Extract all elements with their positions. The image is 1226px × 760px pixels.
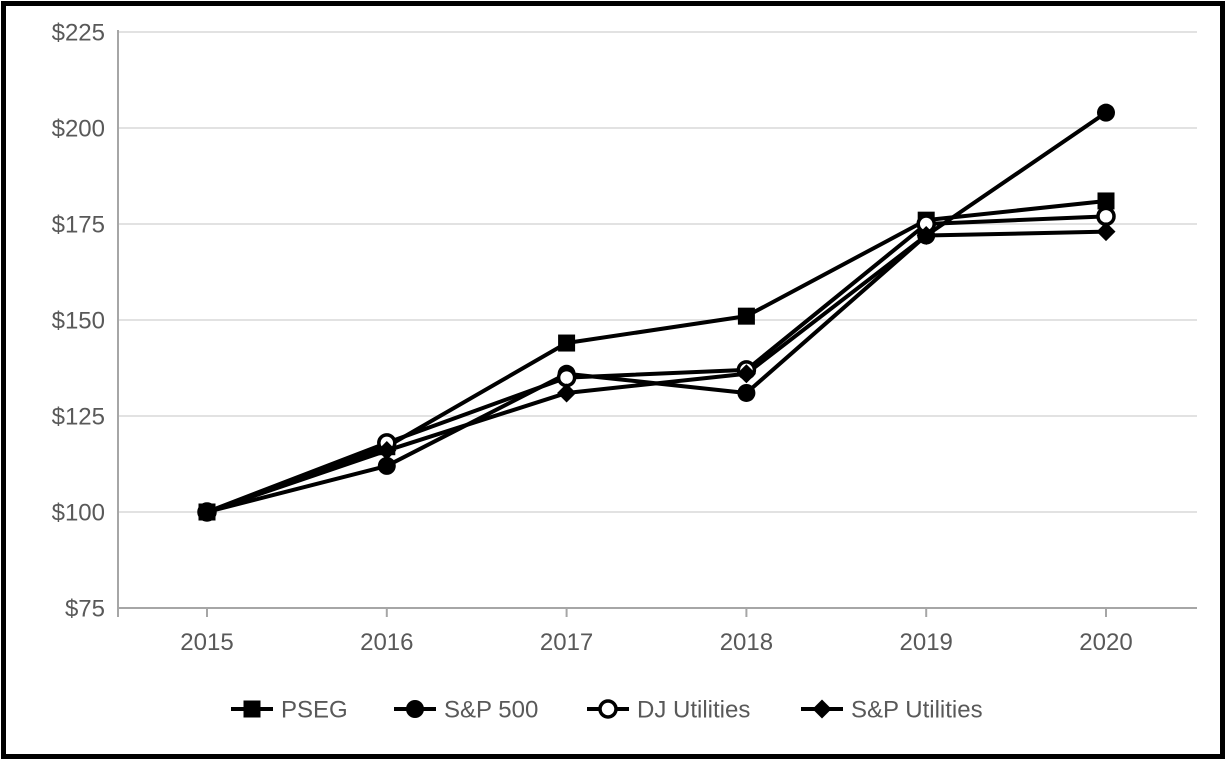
series-line-s-p-utilities (206, 229, 1107, 514)
marker-s-p-utilities-2019 (916, 226, 936, 246)
x-axis-label-2016: 2016 (360, 629, 413, 656)
marker-pseg-2020 (1097, 192, 1115, 210)
legend-marker-dj-utilities (598, 699, 618, 719)
marker-dj-utilities-2017 (556, 367, 577, 388)
marker-s-p-500-2018 (737, 383, 756, 402)
marker-s-p-utilities-2017 (557, 383, 577, 403)
legend-label-s-p-500: S&P 500 (444, 697, 538, 724)
y-axis-label-100: $100 (52, 500, 105, 527)
y-axis-label-175: $175 (52, 212, 105, 239)
x-axis-label-2019: 2019 (900, 629, 953, 656)
marker-s-p-utilities-2016 (377, 441, 397, 461)
x-axis-label-2018: 2018 (720, 629, 773, 656)
legend-label-dj-utilities: DJ Utilities (637, 697, 750, 724)
legend-marker-s-p-500 (406, 700, 424, 718)
marker-dj-utilities-2020 (1096, 206, 1116, 227)
y-axis-label-225: $225 (52, 20, 105, 47)
legend-label-pseg: PSEG (281, 697, 348, 724)
legend-marker-pseg (243, 700, 261, 718)
x-axis-label-2020: 2020 (1079, 629, 1132, 656)
y-axis-label-150: $150 (52, 308, 105, 335)
y-axis-label-125: $125 (52, 404, 105, 431)
y-axis-label-200: $200 (52, 116, 105, 143)
marker-s-p-utilities-2018 (736, 364, 756, 384)
series-line-dj-utilities (206, 214, 1107, 514)
marker-s-p-500-2016 (377, 456, 396, 475)
marker-pseg-2017 (558, 334, 576, 352)
marker-pseg-2018 (737, 307, 755, 325)
marker-s-p-500-2020 (1097, 103, 1115, 122)
x-axis-label-2015: 2015 (180, 629, 233, 656)
legend-label-s-p-utilities: S&P Utilities (851, 697, 983, 724)
x-axis-label-2017: 2017 (540, 629, 593, 656)
y-axis-label-75: $75 (65, 596, 105, 623)
marker-s-p-utilities-2020 (1096, 222, 1116, 242)
marker-s-p-utilities-2015 (197, 502, 217, 522)
legend-marker-s-p-utilities (812, 699, 832, 719)
